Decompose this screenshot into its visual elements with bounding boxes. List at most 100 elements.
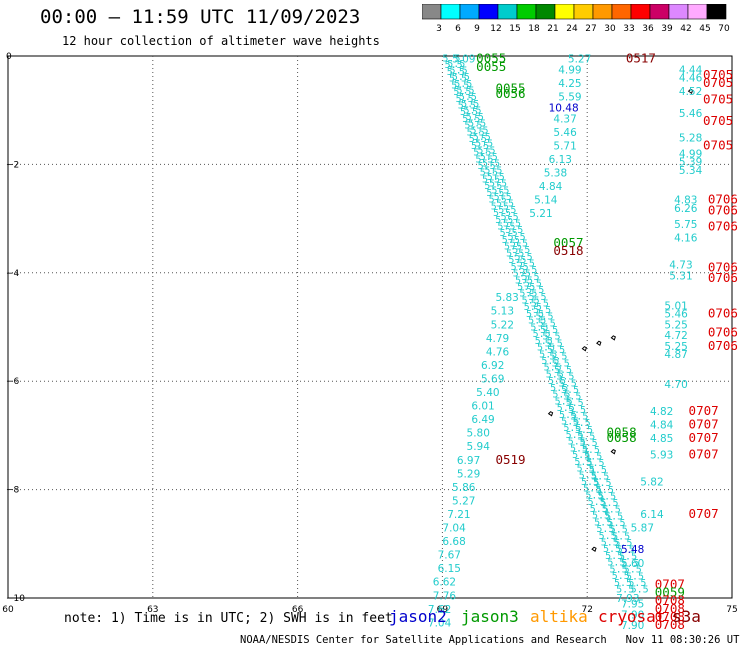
legend-s3a: s3a	[672, 607, 701, 626]
swh-label: 5.13	[491, 306, 514, 318]
colorbar-label: 24	[566, 24, 578, 34]
track-mark: 5.5	[617, 545, 635, 556]
colorbar-label: 33	[623, 24, 634, 34]
track-mark: 5.5	[545, 338, 563, 349]
track-mark: 5.5	[482, 159, 500, 170]
colorbar-swatch	[459, 4, 480, 20]
track-mark: 5.5	[548, 376, 566, 387]
track-mark: 5.5	[473, 132, 491, 143]
track-mark: 5.5	[589, 465, 607, 476]
track-mark: 5.5	[610, 564, 628, 575]
colorbar-swatch	[592, 4, 613, 20]
legend-cryosat: cryosat	[598, 607, 666, 626]
colorbar-label: 30	[604, 24, 616, 34]
swh-label: 5.93	[650, 449, 673, 461]
track-mark: 5.5	[522, 272, 540, 283]
colorbar-label: 21	[547, 24, 558, 34]
swh-label: 7.90	[621, 620, 644, 632]
time-label: 0707	[689, 417, 719, 432]
track-mark: 5.5	[614, 578, 632, 589]
colorbar-swatch	[687, 4, 708, 20]
swh-label: 6.49	[471, 414, 494, 426]
y-tick-label: −8	[6, 486, 20, 496]
track-mark: 5.5	[524, 278, 542, 289]
track-mark: 5.5	[541, 356, 559, 367]
swh-label: 5.14	[534, 195, 558, 207]
track-mark: 5.5	[601, 538, 619, 549]
time-label: 0707	[689, 506, 719, 521]
time-label: 0706	[708, 192, 738, 207]
swh-label: 4.44	[679, 65, 703, 77]
track-mark: 5.5	[628, 578, 646, 589]
track-mark: 5.5	[463, 105, 481, 116]
track-mark: 5.5	[519, 289, 537, 300]
swh-label: 5.01	[664, 300, 687, 312]
track-mark: 5.5	[464, 121, 482, 132]
track-mark: 5.5	[592, 511, 610, 522]
swh-label: 7.21	[447, 509, 470, 521]
time-label: 0708	[655, 593, 685, 608]
track-mark: 5.5	[451, 80, 469, 91]
track-mark: 5.5	[549, 352, 567, 363]
colorbar-label: 70	[718, 24, 730, 34]
swh-label: 4.73	[669, 260, 692, 272]
track-mark: 5.5	[502, 235, 520, 246]
swh-label: 5.34	[679, 165, 703, 177]
swh-label: 4.52	[679, 86, 702, 98]
time-label: 0707	[689, 403, 719, 418]
track-mark: 5.5	[452, 72, 470, 83]
track-mark: 5.5	[603, 544, 621, 555]
track-mark: 5.5	[580, 438, 598, 449]
track-mark: 5.5	[557, 403, 575, 414]
track-mark: 5.5	[524, 302, 542, 313]
swh-label: 7.67	[438, 550, 461, 562]
track-mark: 5.5	[522, 295, 540, 306]
track-mark: 5.5	[506, 248, 524, 259]
swh-label: 5.69	[481, 373, 504, 385]
track-mark: 5.5	[508, 232, 526, 243]
track-mark: 5.5	[466, 112, 484, 123]
time-label: 0708	[655, 601, 685, 616]
swh-label: 7.76	[433, 590, 457, 602]
track-mark: 5.5	[575, 425, 593, 436]
track-mark: 5.5	[593, 478, 611, 489]
track-mark: 5.5	[505, 225, 523, 236]
track-mark: 5.5	[450, 65, 468, 76]
swh-label: 5.87	[631, 523, 654, 535]
track-mark: 5.5	[530, 322, 548, 333]
track-mark: 5.5	[555, 396, 573, 407]
track-mark: 5.5	[473, 148, 491, 159]
y-tick-label: −2	[6, 160, 19, 170]
swh-label: 5.22	[491, 319, 514, 331]
island-outline	[547, 411, 554, 417]
track-mark: 5.5	[596, 485, 614, 496]
colorbar-swatch	[516, 4, 537, 20]
x-tick-label: 63	[147, 605, 158, 615]
swh-label: 4.76	[486, 346, 510, 358]
track-mark: 5.5	[624, 565, 642, 576]
track-mark: 5.5	[550, 383, 568, 394]
track-mark: 5.5	[621, 558, 639, 569]
swh-label: 6.14	[640, 509, 664, 521]
track-mark: 5.5	[508, 255, 526, 266]
time-label: 0058	[607, 430, 637, 445]
time-label: 0706	[708, 324, 738, 339]
time-label: 0518	[553, 243, 583, 258]
track-mark: 5.5	[596, 524, 614, 535]
swh-label: 7.90	[621, 609, 644, 621]
track-mark: 5.5	[487, 172, 505, 183]
track-mark: 5.5	[486, 188, 504, 199]
track-mark: 5.5	[512, 245, 530, 256]
swh-label: 5.46	[664, 308, 688, 320]
swh-label: 5.83	[495, 292, 518, 304]
track-mark: 5.5	[453, 87, 471, 98]
legend-jason3: jason3	[461, 607, 519, 626]
track-mark: 5.5	[539, 349, 557, 360]
track-mark: 5.5	[568, 405, 586, 416]
swh-label: 4.37	[553, 113, 576, 125]
track-mark: 5.5	[612, 571, 630, 582]
track-mark: 5.5	[631, 585, 649, 596]
colorbar-label: 39	[661, 24, 673, 34]
